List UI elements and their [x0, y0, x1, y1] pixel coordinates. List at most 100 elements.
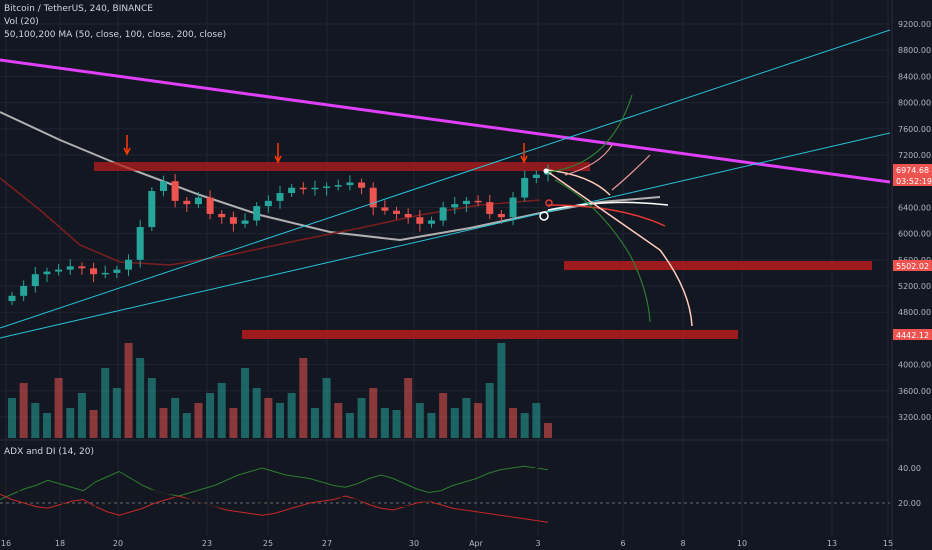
channel-line-upper: [0, 29, 891, 329]
candle: [497, 213, 505, 218]
volume-bar: [31, 403, 40, 438]
adx-title: ADX and DI (14, 20): [4, 447, 94, 457]
candle: [171, 181, 179, 201]
volume-bars: [8, 343, 552, 438]
price-tick-label: 6400.00: [898, 203, 931, 212]
volume-bar: [217, 383, 226, 438]
candle: [416, 217, 424, 224]
price-zones: [94, 162, 872, 339]
time-tick-label: 8: [680, 539, 685, 548]
support-zone-lower: [242, 330, 738, 339]
volume-bar: [206, 393, 215, 438]
volume-bar: [509, 408, 518, 438]
candle: [346, 182, 354, 186]
volume-bar: [532, 403, 541, 438]
projection-path: [547, 171, 693, 327]
price-tick-label: 8800.00: [898, 46, 931, 55]
price-tick-label: 4000.00: [898, 361, 931, 370]
ma-title: 50,100,200 MA (50, close, 100, close, 20…: [4, 30, 227, 40]
volume-bar: [427, 413, 436, 438]
candle: [264, 200, 272, 207]
candle: [521, 177, 529, 198]
time-tick-label: Apr: [469, 539, 484, 548]
down-arrow-head: [123, 147, 131, 156]
candle: [253, 206, 261, 221]
volume-bar: [77, 393, 86, 438]
volume-bar: [439, 393, 448, 438]
ma-100-line: [0, 177, 541, 266]
candle: [148, 191, 156, 228]
time-tick-label: 25: [263, 539, 273, 548]
price-tick-label: 3200.00: [898, 413, 931, 422]
volume-bar: [322, 378, 331, 438]
candle: [323, 186, 331, 188]
volume-bar: [101, 368, 110, 438]
time-tick-label: 13: [827, 539, 837, 548]
volume-bar: [404, 378, 413, 438]
candle: [276, 192, 284, 201]
candle: [136, 227, 144, 260]
projection-path: [547, 201, 669, 211]
volume-bar: [287, 393, 296, 438]
volume-bar: [485, 383, 494, 438]
candle: [183, 200, 191, 205]
candle: [393, 210, 401, 214]
volume-bar: [415, 403, 424, 438]
price-tick-label: 3600.00: [898, 387, 931, 396]
candle: [159, 181, 167, 192]
candle: [381, 207, 389, 211]
volume-bar: [147, 378, 156, 438]
price-tick-label: 7200.00: [898, 151, 931, 160]
adx-tick-label: 40.00: [898, 464, 921, 473]
volume-bar: [497, 343, 506, 438]
adx-tick-label: 20.00: [898, 499, 921, 508]
candle: [334, 185, 342, 187]
channel-line-lower: [0, 132, 891, 339]
volume-bar: [241, 368, 250, 438]
axes: 9200.00 8800.00 8400.00 8000.00 7600.00 7200.…: [1, 20, 932, 548]
volume-bar: [310, 408, 319, 438]
time-tick-label: 20: [113, 539, 123, 548]
time-tick-label: 30: [409, 539, 419, 548]
volume-bar: [544, 423, 552, 438]
price-tick-label: 9200.00: [898, 20, 931, 29]
volume-bar: [124, 343, 133, 438]
volume-bar: [357, 398, 366, 438]
down-arrow-head: [274, 155, 282, 164]
volume-bar: [54, 378, 63, 438]
candle: [55, 269, 63, 272]
price-tag-value: 6974.68: [896, 166, 929, 175]
projection-path: [564, 144, 613, 176]
volume-bar: [19, 383, 28, 438]
volume-bar: [520, 413, 529, 438]
time-tick-label: 27: [322, 539, 332, 548]
candle: [439, 207, 447, 221]
support-zone-upper: [564, 261, 872, 270]
candle: [311, 187, 319, 190]
candle: [474, 200, 482, 203]
projection-path: [547, 169, 611, 196]
marker-circle: [539, 211, 549, 221]
time-tick-label: 10: [737, 539, 747, 548]
ma-200-line: [0, 111, 661, 242]
volume-bar: [380, 408, 389, 438]
candle: [78, 266, 86, 269]
candle: [532, 174, 540, 178]
symbol-title: Bitcoin / TetherUS, 240, BINANCE: [4, 4, 153, 14]
price-tag-countdown: 03:52:19: [896, 177, 932, 186]
time-tick-label: 16: [1, 539, 11, 548]
candle: [101, 272, 109, 275]
candle: [509, 197, 517, 218]
volume-bar: [8, 398, 16, 438]
candle: [194, 197, 202, 205]
price-tick-label: 4800.00: [898, 308, 931, 317]
di-minus-line: [0, 493, 549, 523]
price-tick-label: 5200.00: [898, 282, 931, 291]
trend-lines: [0, 29, 891, 339]
candle: [427, 220, 435, 224]
price-tick-label: 8400.00: [898, 72, 931, 81]
price-tick-label: 6000.00: [898, 230, 931, 239]
candle: [218, 213, 226, 218]
volume-bar: [345, 413, 354, 438]
